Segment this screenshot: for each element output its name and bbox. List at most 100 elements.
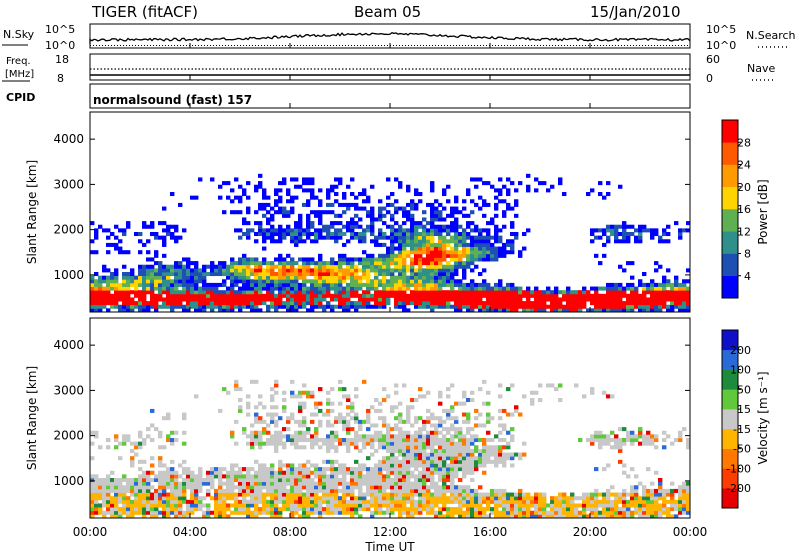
velocity-cell [398,481,403,486]
power-cell [462,206,467,211]
power-cell [654,293,659,298]
velocity-cell [478,503,483,508]
velocity-cell [462,485,467,490]
power-cell [302,304,307,309]
power-cell [266,232,271,237]
power-cell [310,279,315,284]
power-cell [342,275,347,280]
noise-sky-line [89,31,691,44]
velocity-cell [346,448,351,453]
power-cell [162,221,167,226]
velocity-cell [286,488,291,493]
velocity-cell [314,434,319,439]
velocity-cell [494,514,499,519]
power-cell [522,232,527,237]
velocity-cell [102,496,107,501]
power-cell [622,224,627,229]
power-cell [94,279,99,284]
velocity-cell [342,463,347,468]
velocity-cell [314,488,319,493]
velocity-cell [342,441,347,446]
velocity-cell [314,492,319,497]
power-cell [166,304,171,309]
velocity-cell [646,499,651,504]
velocity-cell [362,379,367,384]
power-cell [474,282,479,287]
velocity-cell [254,481,259,486]
velocity-cell [286,419,291,424]
velocity-cell [402,492,407,497]
velocity-cell [370,492,375,497]
velocity-cell [406,456,411,461]
velocity-cell [418,459,423,464]
velocity-cell [362,478,367,483]
power-ytick-label-0: 1000 [53,268,84,282]
velocity-cell [182,416,187,421]
power-cell [410,232,415,237]
power-cell [174,297,179,302]
power-cell [670,297,675,302]
velocity-cell [250,496,255,501]
velocity-cell [374,507,379,512]
power-cell [394,264,399,269]
velocity-cell [210,496,215,501]
velocity-cell [398,445,403,450]
velocity-cell [622,496,627,501]
velocity-cell [482,445,487,450]
power-cell [670,282,675,287]
velocity-cell [262,499,267,504]
velocity-cell [434,481,439,486]
power-cell [634,304,639,309]
velocity-cell [506,492,511,497]
power-cell [154,268,159,273]
velocity-cell [162,445,167,450]
power-cell [214,268,219,273]
power-cell [378,268,383,273]
power-cell [398,246,403,251]
velocity-cell [150,456,155,461]
velocity-cell [150,478,155,483]
power-cell [602,232,607,237]
power-cell [254,210,259,215]
power-cell [318,290,323,295]
velocity-cell [474,416,479,421]
power-cell [90,286,95,291]
velocity-cell [498,488,503,493]
power-cell [510,246,515,251]
velocity-cell [418,452,423,457]
velocity-cell [258,441,263,446]
velocity-cell [410,452,415,457]
velocity-cell [318,387,323,392]
velocity-colorbar-swatch-6 [722,369,738,390]
velocity-cell [654,507,659,512]
velocity-cell [450,510,455,515]
power-cell [510,301,515,306]
power-cell [666,232,671,237]
power-cell [582,293,587,298]
velocity-cell [322,438,327,443]
power-cell [222,181,227,186]
velocity-cell [242,485,247,490]
power-cell [434,217,439,222]
velocity-cell [318,445,323,450]
velocity-cell [446,438,451,443]
velocity-cell [250,434,255,439]
velocity-cell [134,478,139,483]
velocity-cell [398,401,403,406]
power-cell [674,282,679,287]
power-cell [390,192,395,197]
velocity-cell [98,485,103,490]
velocity-cell [274,383,279,388]
power-cell [474,235,479,240]
power-cell [258,181,263,186]
velocity-cell [162,496,167,501]
power-cell [406,235,411,240]
power-cell [686,297,691,302]
power-cell [630,261,635,266]
velocity-cell [478,510,483,515]
power-cell [686,279,691,284]
velocity-cell [594,438,599,443]
velocity-cell [90,478,95,483]
power-cell [130,301,135,306]
velocity-cell [106,438,111,443]
